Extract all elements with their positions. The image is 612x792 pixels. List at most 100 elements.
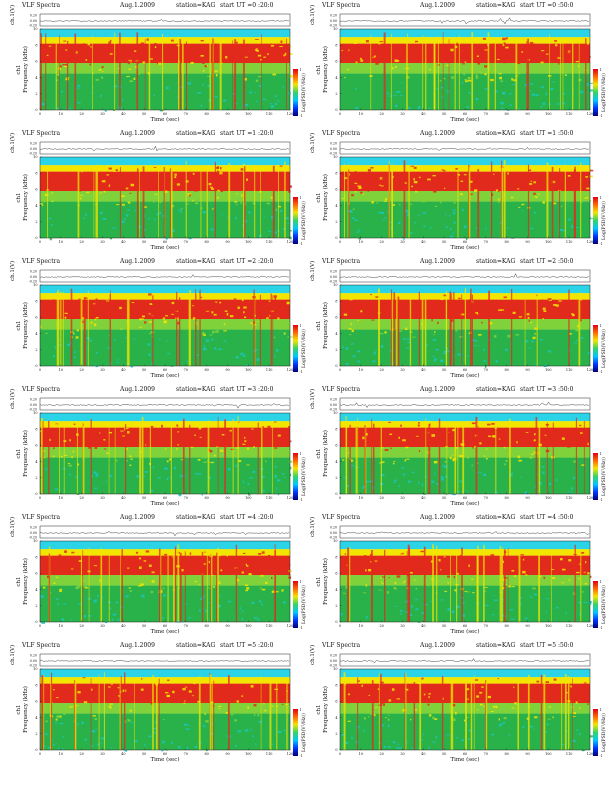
spectral-speckle <box>283 54 286 57</box>
y-tick-label: 10 <box>333 155 337 159</box>
spectral-speckle <box>555 603 559 607</box>
panel-header: VLF Spectra Aug.1.2009 station=KAG start UT… <box>308 130 608 139</box>
spectral-speckle <box>44 193 49 196</box>
spectral-speckle <box>61 618 65 621</box>
spectral-speckle <box>76 87 80 89</box>
spectral-speckle <box>385 198 388 201</box>
spectral-speckle <box>184 700 186 702</box>
sferic-streak <box>77 165 80 238</box>
sferic-streak <box>436 545 438 622</box>
spectral-speckle <box>350 465 354 467</box>
sferic-streak <box>470 288 472 366</box>
x-tick-label: 50 <box>142 112 146 116</box>
spectral-speckle <box>367 177 370 180</box>
spectral-speckle <box>108 431 113 434</box>
spectral-speckle <box>207 84 209 87</box>
spectral-speckle <box>241 299 244 302</box>
spectral-speckle <box>69 439 71 442</box>
spectral-speckle <box>105 699 109 702</box>
spectral-speckle <box>148 701 152 702</box>
spectral-speckle <box>147 343 151 346</box>
sferic-streak <box>134 681 135 750</box>
spectral-speckle <box>211 209 215 212</box>
spectral-speckle <box>134 50 137 52</box>
spectral-speckle <box>427 703 430 706</box>
spectral-speckle <box>379 173 384 176</box>
spectral-speckle <box>180 475 184 478</box>
spectral-speckle <box>235 41 238 44</box>
spectral-speckle <box>516 472 520 475</box>
spectral-speckle <box>248 452 250 455</box>
spectral-speckle <box>122 45 125 48</box>
spectral-speckle <box>215 330 219 333</box>
spectral-speckle <box>428 746 430 750</box>
spectral-speckle <box>477 722 480 724</box>
spectral-speckle <box>244 440 247 442</box>
spectral-speckle <box>453 202 456 204</box>
spectral-speckle <box>273 355 276 358</box>
spectral-speckle <box>121 723 123 725</box>
spectral-speckle <box>466 725 468 727</box>
spectral-speckle <box>554 179 558 182</box>
spectral-speckle <box>178 688 181 690</box>
spectral-speckle <box>368 553 371 556</box>
spectral-speckle <box>206 459 209 462</box>
spectral-speckle <box>455 737 458 739</box>
spectral-speckle <box>70 706 74 708</box>
spectral-speckle <box>572 307 574 311</box>
sferic-streak <box>393 292 396 366</box>
spectral-speckle <box>464 432 467 435</box>
spectral-speckle <box>188 49 191 52</box>
sferic-streak <box>90 678 92 750</box>
spectral-speckle <box>584 561 587 564</box>
spectral-speckle <box>282 104 285 107</box>
spectral-speckle <box>394 587 397 590</box>
spectral-speckle <box>542 471 545 474</box>
spectral-speckle <box>384 449 389 452</box>
spectral-speckle <box>580 299 583 301</box>
spectral-speckle <box>490 78 494 82</box>
spectral-speckle <box>262 98 267 101</box>
spectral-speckle <box>108 227 111 229</box>
spectral-speckle <box>147 316 151 320</box>
x-tick-label: 70 <box>184 752 188 756</box>
spectral-speckle <box>422 212 427 214</box>
spectral-speckle <box>204 65 207 68</box>
spectral-band <box>40 63 290 74</box>
spectral-speckle <box>114 696 117 698</box>
spectral-speckle <box>124 180 127 183</box>
spectral-speckle <box>214 43 217 45</box>
trace-axis-label: ch.1(V) <box>309 645 316 665</box>
spectral-speckle <box>71 39 75 41</box>
colorbar <box>293 453 298 500</box>
y-tick-label: 0 <box>35 236 37 240</box>
spectral-speckle <box>268 600 272 603</box>
spectral-speckle <box>541 299 544 301</box>
spectral-speckle <box>137 550 141 553</box>
station-label: station=KAG <box>476 514 516 521</box>
spectral-speckle <box>553 678 557 681</box>
spectral-speckle <box>261 426 264 429</box>
spectral-speckle <box>270 43 272 45</box>
spectral-speckle <box>545 681 549 684</box>
spectral-speckle <box>76 585 81 588</box>
colorbar-label: Log(PSD(V²/Hz)) <box>300 585 307 624</box>
chart-title: VLF Spectra <box>322 386 361 393</box>
spectral-speckle <box>575 557 579 560</box>
spectral-speckle <box>187 745 191 748</box>
spectral-speckle <box>188 237 192 240</box>
trace-tick: 0.20 <box>30 14 37 18</box>
spectral-speckle <box>254 47 256 50</box>
x-tick-label: 120 <box>587 624 593 628</box>
spectral-speckle <box>162 617 165 619</box>
spectral-speckle <box>428 45 432 48</box>
y-tick-label: 2 <box>35 604 37 608</box>
spectral-speckle <box>231 356 235 359</box>
x-tick-label: 10 <box>59 368 63 372</box>
chart-title: VLF Spectra <box>322 642 361 649</box>
x-tick-label: 20 <box>80 496 84 500</box>
spectral-speckle <box>217 189 220 192</box>
trace-tick: 0.20 <box>330 142 337 146</box>
spectral-speckle <box>410 165 414 167</box>
spectral-speckle <box>569 310 572 312</box>
